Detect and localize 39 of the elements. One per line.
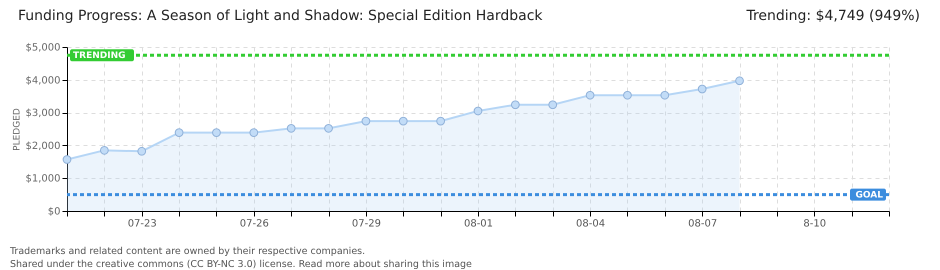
y-tick-label: $5,000 [26,42,60,54]
point [362,116,370,126]
text: Shared under the creative commons (CC BY-NC 3.0) license. Read more about sharing this image [10,258,473,270]
point [100,146,109,155]
point [286,124,296,133]
y-tick-label: $1,000 [26,174,60,185]
x-tick-label: 8-10 [803,218,826,230]
point [623,90,632,100]
point [548,100,558,110]
point [735,76,744,86]
x-tick-label: 08-07 [688,218,718,230]
point [586,90,594,100]
x-tick-label: 08-04 [576,218,606,230]
point [174,128,184,137]
y-tick-label: $3,000 [26,108,60,120]
point [660,90,670,100]
point [474,106,482,116]
y-tick-label: $0 [48,206,60,218]
point [249,128,258,137]
point [510,100,520,110]
point [137,146,146,156]
point [698,84,707,94]
ref-line-label: GOAL [856,190,884,201]
point [398,116,408,126]
x-tick-label: 08-01 [464,218,494,230]
point [62,155,72,164]
y-axis-title: PLEDGED [12,108,23,151]
point [212,128,221,137]
chart-subtitle: Trending: $4,749 (949%) [746,8,920,26]
x-tick-label: 07-23 [128,218,157,230]
text: Trademarks and related content are owned by their respective companies. [10,245,366,258]
x-tick-label: 07-29 [352,218,381,230]
y-tick-label: $4,000 [26,75,60,86]
point [436,116,446,126]
ref-line-label: TRENDING [73,51,126,62]
chart-title: Funding Progress: A Season of Light and Shadow: Special Edition Hardback [18,8,543,26]
x-tick-label: 07-26 [240,218,269,230]
point [324,124,333,133]
y-tick-label: $2,000 [26,140,60,152]
